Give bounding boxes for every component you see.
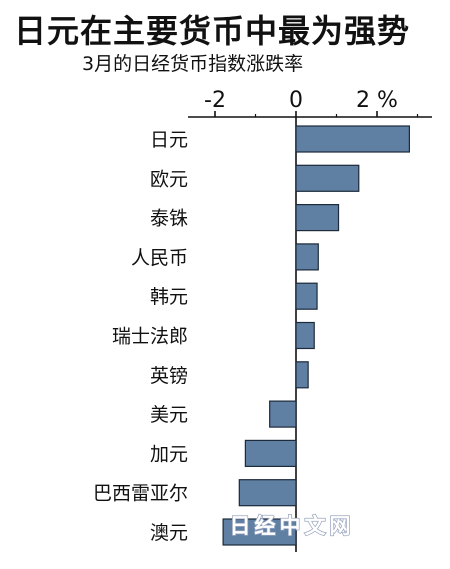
watermark-text: 日经中文网 (230, 514, 355, 538)
category-label: 英镑 (150, 365, 188, 387)
bar (295, 321, 315, 350)
chart-title: 日元在主要货币中最为强势 (14, 12, 411, 50)
bar (238, 479, 297, 507)
bar (295, 164, 360, 192)
bar (295, 204, 340, 232)
x-tick-label: -2 (204, 88, 226, 113)
category-label: 美元 (150, 404, 188, 426)
category-label: 澳元 (150, 522, 188, 544)
bar (295, 282, 318, 310)
category-label: 瑞士法郎 (112, 326, 188, 348)
x-tick-label: 2 % (356, 88, 398, 113)
category-label: 韩元 (150, 286, 188, 308)
category-label: 加元 (150, 443, 188, 465)
category-label: 泰铢 (150, 208, 188, 230)
bar (295, 243, 319, 271)
bar (244, 439, 297, 467)
category-label: 欧元 (150, 168, 188, 190)
bar (222, 518, 297, 546)
bar (295, 361, 309, 389)
bar (269, 400, 297, 428)
x-tick-label: 0 (289, 88, 303, 113)
chart-subtitle: 3月的日经货币指数涨跌率 (82, 53, 304, 75)
bar (295, 125, 411, 153)
category-label: 人民币 (131, 247, 188, 269)
category-label: 巴西雷亚尔 (93, 483, 188, 505)
category-label: 日元 (150, 129, 188, 151)
